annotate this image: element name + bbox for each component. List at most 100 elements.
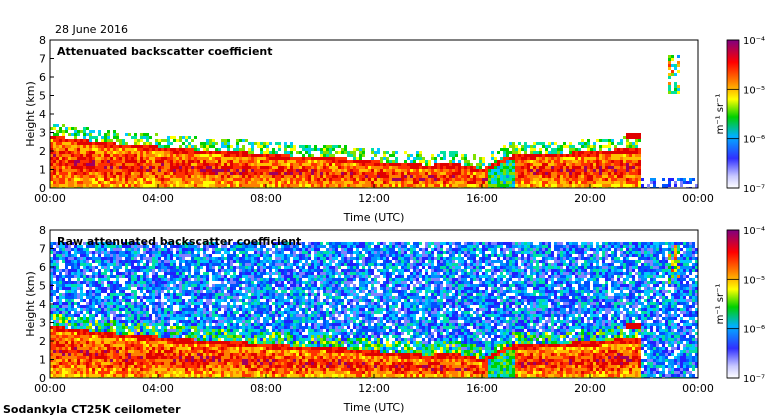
backscatter-cell (131, 284, 134, 287)
backscatter-cell (428, 166, 431, 169)
backscatter-cell (170, 245, 173, 248)
backscatter-cell (128, 359, 131, 362)
backscatter-cell (80, 160, 83, 163)
backscatter-cell (116, 350, 119, 353)
backscatter-cell (131, 329, 134, 332)
backscatter-cell (503, 178, 506, 181)
backscatter-cell (170, 311, 173, 314)
backscatter-cell (572, 169, 575, 172)
backscatter-cell (68, 154, 71, 157)
backscatter-cell (242, 160, 245, 163)
backscatter-cell (542, 181, 545, 184)
backscatter-cell (65, 142, 68, 145)
backscatter-cell (344, 163, 347, 166)
backscatter-cell (56, 257, 59, 260)
backscatter-cell (92, 172, 95, 175)
backscatter-cell (497, 178, 500, 181)
backscatter-cell (146, 136, 149, 139)
backscatter-cell (50, 142, 53, 145)
backscatter-cell (71, 347, 74, 350)
backscatter-cell (458, 175, 461, 178)
backscatter-cell (224, 175, 227, 178)
backscatter-cell (626, 172, 629, 175)
backscatter-cell (206, 148, 209, 151)
backscatter-cell (101, 242, 104, 245)
backscatter-cell (74, 260, 77, 263)
backscatter-cell (185, 338, 188, 341)
backscatter-cell (221, 154, 224, 157)
backscatter-cell (491, 175, 494, 178)
backscatter-cell (86, 374, 89, 377)
backscatter-cell (440, 151, 443, 154)
backscatter-cell (188, 329, 191, 332)
backscatter-cell (380, 163, 383, 166)
backscatter-cell (569, 157, 572, 160)
backscatter-cell (242, 157, 245, 160)
backscatter-cell (470, 178, 473, 181)
backscatter-cell (530, 157, 533, 160)
backscatter-cell (182, 347, 185, 350)
backscatter-cell (269, 181, 272, 184)
backscatter-cell (71, 302, 74, 305)
backscatter-cell (221, 160, 224, 163)
backscatter-cell (284, 142, 287, 145)
backscatter-cell (377, 148, 380, 151)
backscatter-cell (515, 148, 518, 151)
backscatter-cell (176, 148, 179, 151)
backscatter-cell (86, 242, 89, 245)
backscatter-cell (410, 184, 413, 187)
backscatter-cell (383, 181, 386, 184)
backscatter-cell (464, 184, 467, 187)
backscatter-cell (80, 335, 83, 338)
backscatter-cell (161, 184, 164, 187)
backscatter-cell (140, 284, 143, 287)
backscatter-cell (674, 64, 677, 67)
backscatter-cell (191, 169, 194, 172)
backscatter-cell (161, 314, 164, 317)
y-tick-label: 7 (39, 53, 46, 66)
backscatter-cell (77, 133, 80, 136)
backscatter-cell (143, 275, 146, 278)
backscatter-cell (257, 184, 260, 187)
backscatter-cell (611, 172, 614, 175)
backscatter-cell (89, 257, 92, 260)
backscatter-cell (68, 311, 71, 314)
backscatter-cell (473, 157, 476, 160)
backscatter-cell (137, 305, 140, 308)
backscatter-cell (56, 287, 59, 290)
backscatter-cell (311, 154, 314, 157)
backscatter-cell (77, 163, 80, 166)
backscatter-cell (152, 350, 155, 353)
backscatter-cell (191, 314, 194, 317)
backscatter-cell (266, 169, 269, 172)
backscatter-cell (164, 335, 167, 338)
backscatter-cell (221, 184, 224, 187)
backscatter-cell (617, 166, 620, 169)
backscatter-cell (266, 163, 269, 166)
backscatter-cell (380, 184, 383, 187)
backscatter-cell (101, 248, 104, 251)
backscatter-cell (374, 169, 377, 172)
backscatter-cell (65, 151, 68, 154)
backscatter-cell (494, 172, 497, 175)
backscatter-cell (110, 251, 113, 254)
backscatter-cell (167, 148, 170, 151)
backscatter-cell (161, 317, 164, 320)
backscatter-cell (71, 329, 74, 332)
backscatter-cell (80, 311, 83, 314)
backscatter-cell (539, 172, 542, 175)
backscatter-cell (50, 175, 53, 178)
backscatter-cell (131, 275, 134, 278)
backscatter-cell (179, 275, 182, 278)
backscatter-cell (518, 151, 521, 154)
backscatter-cell (146, 299, 149, 302)
backscatter-cell (479, 169, 482, 172)
backscatter-cell (179, 245, 182, 248)
backscatter-cell (77, 278, 80, 281)
backscatter-cell (116, 172, 119, 175)
backscatter-cell (173, 169, 176, 172)
backscatter-cell (149, 293, 152, 296)
backscatter-cell (191, 332, 194, 335)
backscatter-cell (233, 169, 236, 172)
backscatter-cell (248, 154, 251, 157)
